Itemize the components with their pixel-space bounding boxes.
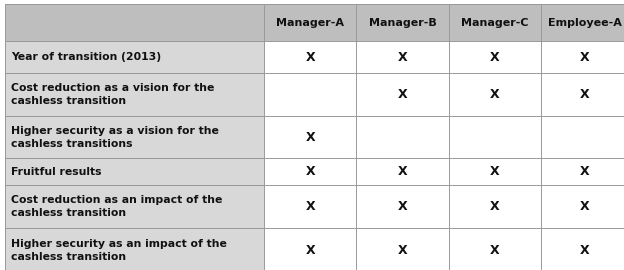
Bar	[356, 185, 449, 228]
Text: X: X	[397, 244, 407, 257]
Bar	[449, 116, 541, 158]
Text: Higher security as a vision for the
cashless transitions: Higher security as a vision for the cash…	[11, 126, 219, 148]
Text: X: X	[580, 51, 590, 64]
Text: Cost reduction as a vision for the
cashless transition: Cost reduction as a vision for the cashl…	[11, 83, 215, 106]
Bar	[264, 116, 356, 158]
Text: Manager-A: Manager-A	[276, 18, 344, 28]
Bar	[541, 228, 624, 270]
Text: X: X	[490, 165, 500, 178]
Bar	[5, 116, 264, 158]
Text: X: X	[580, 88, 590, 101]
Text: X: X	[580, 244, 590, 257]
Text: Manager-C: Manager-C	[461, 18, 529, 28]
Bar	[449, 185, 541, 228]
Text: X: X	[305, 51, 315, 64]
Bar	[541, 73, 624, 116]
Bar	[264, 41, 356, 73]
Text: X: X	[305, 200, 315, 213]
Bar	[5, 185, 264, 228]
Bar	[356, 228, 449, 270]
Bar	[264, 228, 356, 270]
Bar	[264, 158, 356, 185]
Bar	[541, 116, 624, 158]
Text: Year of transition (2013): Year of transition (2013)	[11, 52, 162, 62]
Text: Manager-B: Manager-B	[369, 18, 436, 28]
Bar	[449, 228, 541, 270]
Text: X: X	[580, 165, 590, 178]
Text: Fruitful results: Fruitful results	[11, 167, 102, 177]
Text: X: X	[397, 51, 407, 64]
Bar	[5, 4, 624, 41]
Text: X: X	[305, 244, 315, 257]
Text: X: X	[580, 200, 590, 213]
Bar	[449, 158, 541, 185]
Text: X: X	[490, 51, 500, 64]
Bar	[356, 116, 449, 158]
Bar	[449, 41, 541, 73]
Bar	[541, 158, 624, 185]
Bar	[264, 185, 356, 228]
Text: X: X	[397, 165, 407, 178]
Text: Cost reduction as an impact of the
cashless transition: Cost reduction as an impact of the cashl…	[11, 195, 223, 218]
Text: X: X	[490, 244, 500, 257]
Text: X: X	[397, 200, 407, 213]
Bar	[541, 185, 624, 228]
Text: Employee-A: Employee-A	[548, 18, 622, 28]
Bar	[5, 41, 264, 73]
Bar	[5, 228, 264, 270]
Text: X: X	[490, 200, 500, 213]
Bar	[264, 73, 356, 116]
Bar	[541, 41, 624, 73]
Text: Higher security as an impact of the
cashless transition: Higher security as an impact of the cash…	[11, 239, 227, 262]
Text: X: X	[397, 88, 407, 101]
Text: X: X	[490, 88, 500, 101]
Bar	[449, 73, 541, 116]
Bar	[356, 158, 449, 185]
Bar	[356, 41, 449, 73]
Text: X: X	[305, 165, 315, 178]
Bar	[356, 73, 449, 116]
Text: X: X	[305, 131, 315, 144]
Bar	[5, 158, 264, 185]
Bar	[5, 73, 264, 116]
